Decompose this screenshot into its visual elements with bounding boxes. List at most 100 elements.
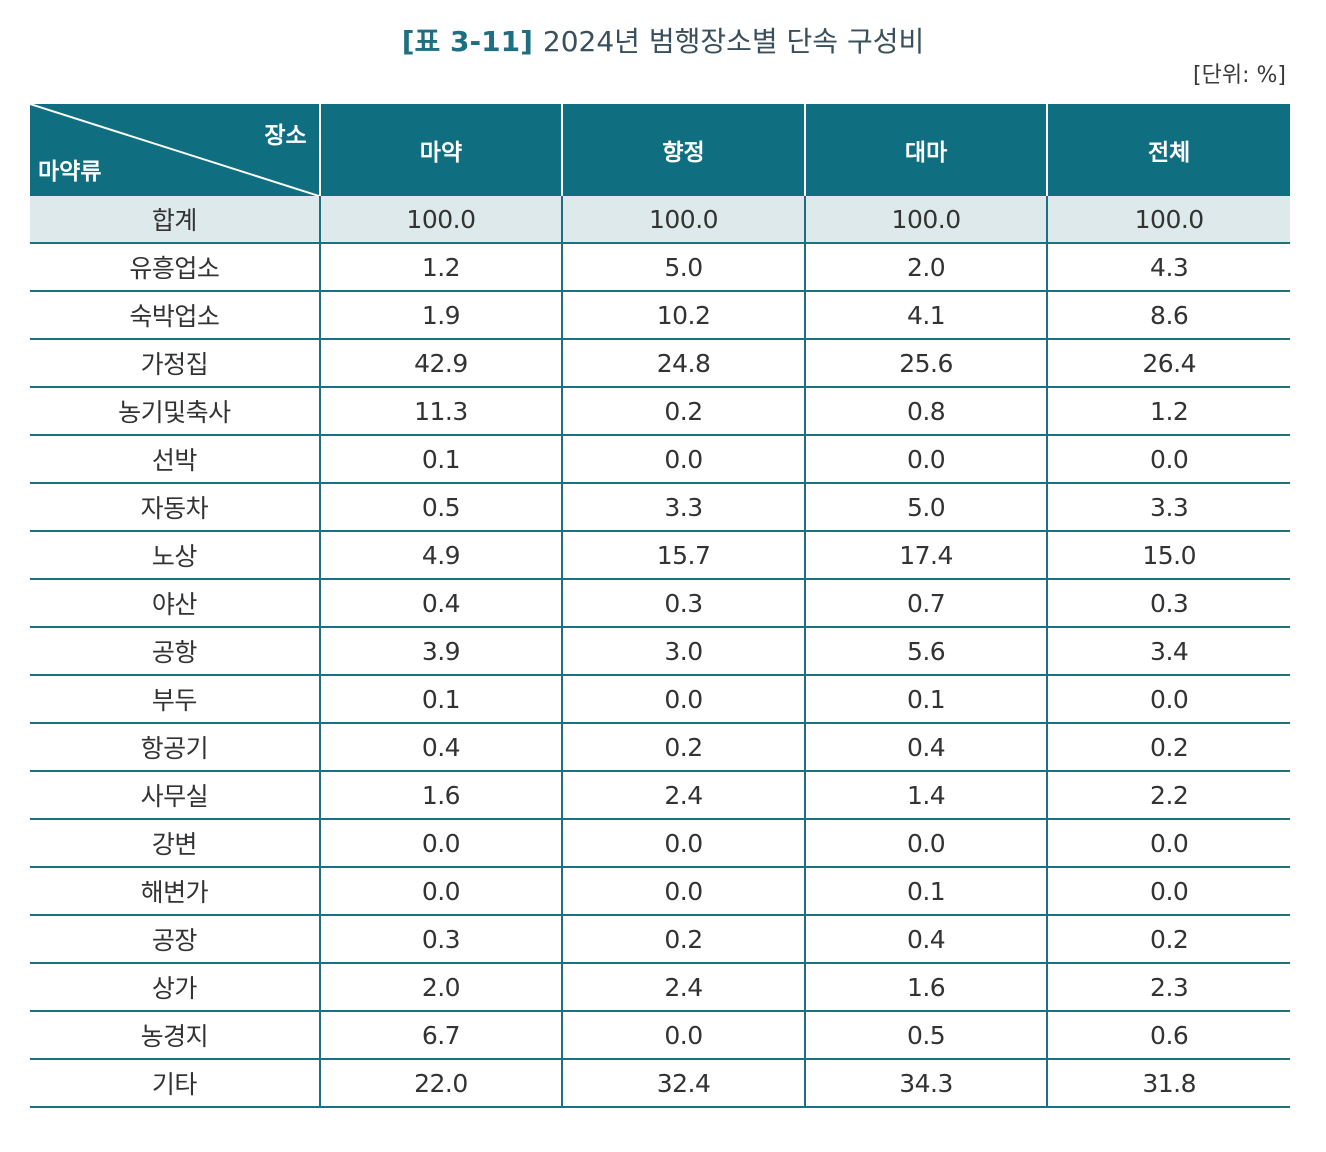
table-cell: 3.4	[1046, 627, 1290, 676]
table-cell: 5.0	[803, 483, 1048, 532]
table-cell: 100.0	[561, 196, 805, 244]
table-cell: 1.9	[318, 291, 563, 340]
column-header: 향정	[561, 104, 805, 196]
table-row: 숙박업소 1.9 10.2 4.1 8.6	[30, 291, 1290, 340]
table-cell: 100.0	[318, 196, 563, 244]
table-cell: 22.0	[318, 1059, 563, 1108]
table-cell: 4.3	[1046, 243, 1290, 292]
table-cell: 0.0	[561, 867, 805, 916]
row-label: 항공기	[30, 723, 320, 772]
table-cell: 3.0	[561, 627, 805, 676]
row-axis-label: 마약류	[38, 159, 102, 185]
table-cell: 11.3	[318, 387, 563, 436]
row-label: 야산	[30, 579, 320, 628]
unit-label: [단위: %]	[1193, 63, 1286, 88]
table-cell: 0.0	[803, 435, 1048, 484]
table-cell: 0.0	[561, 675, 805, 724]
table-cell: 0.3	[1046, 579, 1290, 628]
row-label: 선박	[30, 435, 320, 484]
table-cell: 0.2	[1046, 915, 1290, 964]
table-cell: 0.0	[803, 819, 1048, 868]
column-axis-label: 장소	[264, 123, 307, 149]
table-cell: 2.2	[1046, 771, 1290, 820]
table-cell: 0.2	[561, 915, 805, 964]
column-header: 전체	[1046, 104, 1290, 196]
table-row: 자동차 0.5 3.3 5.0 3.3	[30, 483, 1290, 532]
row-label: 강변	[30, 819, 320, 868]
table-row: 유흥업소 1.2 5.0 2.0 4.3	[30, 243, 1290, 292]
table-cell: 5.0	[561, 243, 805, 292]
table-cell: 0.1	[803, 675, 1048, 724]
table-cell: 0.0	[1046, 675, 1290, 724]
table-cell: 34.3	[803, 1059, 1048, 1108]
table-cell: 3.9	[318, 627, 563, 676]
table-cell: 0.3	[318, 915, 563, 964]
table-cell: 0.4	[803, 723, 1048, 772]
table-cell: 25.6	[803, 339, 1048, 388]
column-header: 대마	[803, 104, 1048, 196]
total-row: 합계 100.0 100.0 100.0 100.0	[30, 196, 1290, 244]
table-cell: 15.7	[561, 531, 805, 580]
table-cell: 0.4	[318, 723, 563, 772]
table-cell: 3.3	[1046, 483, 1290, 532]
row-label: 부두	[30, 675, 320, 724]
table-cell: 1.4	[803, 771, 1048, 820]
column-header: 마약	[318, 104, 563, 196]
table-number: [표 3-11]	[401, 25, 533, 58]
row-label: 노상	[30, 531, 320, 580]
header-row: 장소 마약류 마약 향정 대마 전체	[30, 104, 1290, 196]
row-label: 가정집	[30, 339, 320, 388]
row-label: 해변가	[30, 867, 320, 916]
table-cell: 0.5	[803, 1011, 1048, 1060]
table-cell: 0.0	[1046, 435, 1290, 484]
row-label: 기타	[30, 1059, 320, 1108]
diagonal-divider-line	[30, 104, 319, 196]
table-cell: 8.6	[1046, 291, 1290, 340]
table-cell: 0.4	[803, 915, 1048, 964]
table-cell: 5.6	[803, 627, 1048, 676]
table-cell: 2.4	[561, 963, 805, 1012]
table-cell: 1.2	[318, 243, 563, 292]
row-label: 유흥업소	[30, 243, 320, 292]
table-row: 해변가 0.0 0.0 0.1 0.0	[30, 867, 1290, 916]
table-row: 농기및축사 11.3 0.2 0.8 1.2	[30, 387, 1290, 436]
table-cell: 0.7	[803, 579, 1048, 628]
table-cell: 1.6	[318, 771, 563, 820]
table-cell: 0.5	[318, 483, 563, 532]
table-title-text: 2024년 범행장소별 단속 구성비	[542, 25, 925, 58]
table-title: [표 3-11] 2024년 범행장소별 단속 구성비	[0, 22, 1326, 62]
table-cell: 42.9	[318, 339, 563, 388]
table-cell: 0.0	[318, 867, 563, 916]
table-cell: 1.6	[803, 963, 1048, 1012]
table-row: 항공기 0.4 0.2 0.4 0.2	[30, 723, 1290, 772]
table-cell: 24.8	[561, 339, 805, 388]
table-cell: 0.0	[561, 819, 805, 868]
table-cell: 0.8	[803, 387, 1048, 436]
table-row: 부두 0.1 0.0 0.1 0.0	[30, 675, 1290, 724]
table-row: 농경지 6.7 0.0 0.5 0.6	[30, 1011, 1290, 1060]
row-label: 공항	[30, 627, 320, 676]
table-cell: 0.4	[318, 579, 563, 628]
data-table: 장소 마약류 마약 향정 대마 전체 합계 100.0 100.0 100.0 …	[30, 104, 1290, 1108]
table-cell: 0.6	[1046, 1011, 1290, 1060]
table-row: 선박 0.1 0.0 0.0 0.0	[30, 435, 1290, 484]
table-cell: 100.0	[803, 196, 1048, 244]
table-cell: 15.0	[1046, 531, 1290, 580]
table-cell: 100.0	[1046, 196, 1290, 244]
table-cell: 0.2	[1046, 723, 1290, 772]
table-cell: 2.0	[803, 243, 1048, 292]
table-row: 노상 4.9 15.7 17.4 15.0	[30, 531, 1290, 580]
table-row: 기타 22.0 32.4 34.3 31.8	[30, 1059, 1290, 1108]
table-cell: 0.0	[1046, 819, 1290, 868]
table-row: 상가 2.0 2.4 1.6 2.3	[30, 963, 1290, 1012]
table-row: 공장 0.3 0.2 0.4 0.2	[30, 915, 1290, 964]
table-cell: 1.2	[1046, 387, 1290, 436]
table-cell: 32.4	[561, 1059, 805, 1108]
row-label: 공장	[30, 915, 320, 964]
table-cell: 2.0	[318, 963, 563, 1012]
row-label: 사무실	[30, 771, 320, 820]
table-cell: 0.2	[561, 723, 805, 772]
table-cell: 3.3	[561, 483, 805, 532]
table-cell: 0.1	[803, 867, 1048, 916]
table-cell: 0.0	[561, 435, 805, 484]
